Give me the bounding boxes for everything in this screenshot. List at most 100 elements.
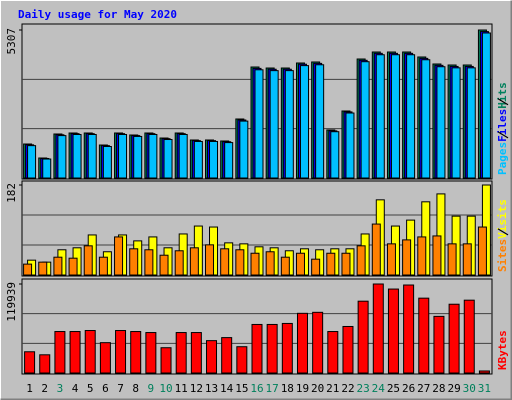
legend: SitesVisits bbox=[496, 199, 509, 272]
bar bbox=[27, 145, 37, 179]
x-tick-label: 14 bbox=[220, 382, 234, 395]
bar bbox=[448, 303, 460, 374]
x-tick-label: 10 bbox=[159, 382, 172, 395]
bar bbox=[466, 67, 476, 179]
bar bbox=[315, 64, 325, 179]
x-tick-label: 30 bbox=[463, 382, 476, 395]
bar bbox=[145, 332, 157, 374]
bar bbox=[133, 135, 143, 179]
bar bbox=[463, 299, 475, 374]
x-tick-label: 7 bbox=[117, 382, 124, 395]
bar bbox=[284, 70, 294, 179]
bar bbox=[266, 323, 278, 374]
bar bbox=[53, 256, 63, 276]
bar bbox=[87, 133, 97, 179]
x-tick-label: 21 bbox=[326, 382, 339, 395]
bar bbox=[102, 145, 112, 179]
bar bbox=[118, 133, 128, 179]
bar bbox=[342, 325, 354, 374]
y-tick-label: 119939 bbox=[5, 282, 18, 322]
bar bbox=[190, 332, 202, 374]
bar bbox=[115, 330, 127, 374]
bar bbox=[447, 243, 457, 276]
bar bbox=[451, 67, 461, 179]
bar bbox=[265, 251, 275, 276]
x-tick-label: 26 bbox=[402, 382, 415, 395]
bar bbox=[295, 252, 305, 276]
x-tick-label: 19 bbox=[296, 382, 309, 395]
bar bbox=[341, 252, 351, 276]
x-tick-label: 31 bbox=[478, 382, 491, 395]
bar bbox=[221, 337, 233, 374]
bar bbox=[129, 248, 139, 276]
bar bbox=[175, 332, 187, 374]
bar bbox=[477, 226, 487, 276]
x-tick-label: 11 bbox=[175, 382, 188, 395]
bar bbox=[402, 239, 412, 276]
bar bbox=[209, 140, 219, 179]
bar bbox=[481, 32, 491, 179]
x-tick-label: 1 bbox=[26, 382, 33, 395]
bar bbox=[417, 236, 427, 276]
bar bbox=[57, 135, 67, 179]
x-tick-label: 27 bbox=[417, 382, 430, 395]
bar bbox=[98, 256, 108, 276]
x-tick-label: 4 bbox=[72, 382, 79, 395]
legend-entry: KBytes bbox=[496, 330, 509, 370]
bar bbox=[68, 257, 78, 276]
bar bbox=[403, 284, 415, 374]
bar bbox=[386, 243, 396, 276]
bar bbox=[39, 354, 51, 374]
bar bbox=[280, 256, 290, 276]
legend-entry: Visits bbox=[496, 199, 509, 239]
x-tick-label: 8 bbox=[132, 382, 139, 395]
bar bbox=[433, 315, 445, 374]
bar bbox=[269, 70, 279, 179]
x-tick-label: 2 bbox=[41, 382, 48, 395]
chart-title: Daily usage for May 2020 bbox=[18, 8, 177, 21]
legend-entry: Files bbox=[496, 109, 509, 142]
x-tick-label: 6 bbox=[102, 382, 109, 395]
bar bbox=[206, 340, 218, 374]
bar bbox=[254, 69, 264, 179]
bar bbox=[312, 311, 324, 374]
bar bbox=[330, 131, 340, 179]
bar bbox=[250, 252, 260, 276]
bar bbox=[345, 112, 355, 179]
legend: KBytes bbox=[496, 330, 509, 370]
bar bbox=[436, 66, 446, 179]
bar bbox=[42, 158, 52, 179]
bar bbox=[390, 54, 400, 179]
x-tick-label: 12 bbox=[190, 382, 203, 395]
bar bbox=[360, 61, 370, 179]
x-tick-label: 17 bbox=[266, 382, 279, 395]
bar bbox=[299, 65, 309, 179]
legend-entry: Hits bbox=[496, 82, 509, 109]
bar bbox=[54, 331, 66, 374]
bar bbox=[160, 347, 172, 374]
bar bbox=[189, 247, 199, 276]
bar bbox=[236, 346, 248, 374]
legend-separator bbox=[497, 131, 509, 139]
x-tick-label: 24 bbox=[372, 382, 386, 395]
bar bbox=[99, 342, 111, 374]
x-tick-label: 23 bbox=[357, 382, 370, 395]
bar bbox=[220, 248, 230, 276]
legend-separator bbox=[497, 98, 509, 106]
x-tick-label: 13 bbox=[205, 382, 218, 395]
bar bbox=[178, 133, 188, 179]
bar bbox=[174, 250, 184, 276]
bar bbox=[372, 283, 384, 374]
legend-entry: Pages bbox=[496, 142, 509, 175]
bar bbox=[387, 288, 399, 374]
bar bbox=[163, 139, 173, 179]
bar bbox=[224, 142, 234, 179]
bar bbox=[24, 351, 36, 374]
bar bbox=[311, 258, 321, 276]
x-tick-label: 29 bbox=[447, 382, 460, 395]
x-tick-label: 20 bbox=[311, 382, 324, 395]
bar bbox=[72, 133, 82, 179]
bar bbox=[432, 235, 442, 276]
